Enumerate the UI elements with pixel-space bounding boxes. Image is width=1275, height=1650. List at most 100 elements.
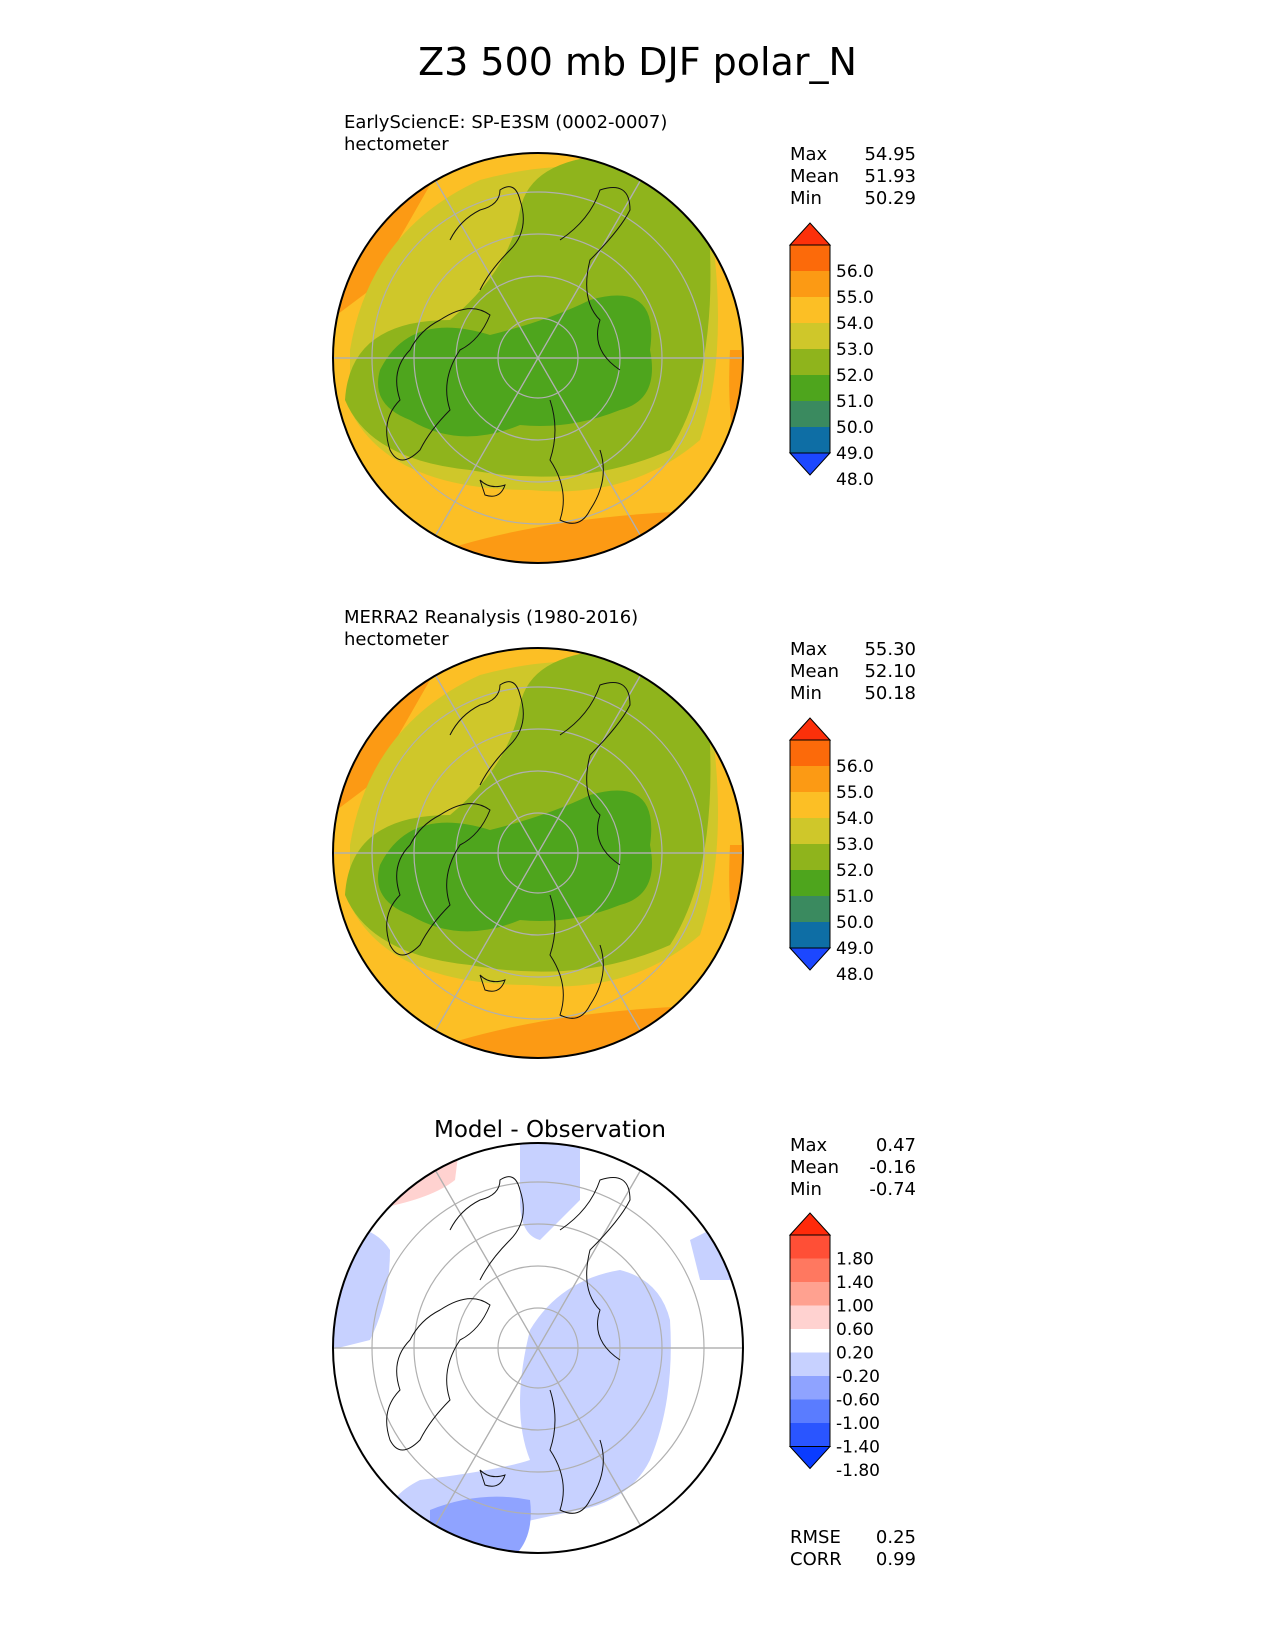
- colorbar-tick-label-6: 51.0: [836, 392, 874, 412]
- coastlines: [386, 1176, 631, 1514]
- colorbar-segment-7: [790, 401, 830, 427]
- coast-siberia: [559, 1177, 631, 1361]
- colorbar-tick-label-4: 53.0: [836, 835, 874, 855]
- panel3-rmse-value: 0.25: [875, 1527, 916, 1548]
- panel3-corr-label: CORR: [790, 1549, 842, 1570]
- colorbar-tick-label-3: 1.00: [836, 1297, 874, 1317]
- coast-greenland: [386, 1298, 491, 1451]
- map-boundary: [332, 152, 744, 564]
- colorbar-tick-label-5: 52.0: [836, 861, 874, 881]
- colorbar-extend-top: [788, 717, 832, 741]
- colorbar-extend-top: [788, 1212, 832, 1236]
- colorbar-segment-7: [790, 1376, 830, 1400]
- colorbar-frame: [789, 1234, 831, 1447]
- colorbar-tick-label-2: 1.40: [836, 1273, 874, 1293]
- colorbar-segment-5: [790, 1329, 830, 1353]
- field-band-neg-core: [388, 1270, 671, 1535]
- colorbar-tick-label-7: 50.0: [836, 913, 874, 933]
- colorbar-tick-label-5: 52.0: [836, 366, 874, 386]
- coast-siberia: [559, 682, 631, 866]
- colorbar-tick-label-2: 55.0: [836, 288, 874, 308]
- colorbar-segment-1: [790, 1235, 830, 1259]
- colorbar-tick-label-8: 49.0: [836, 939, 874, 959]
- coast-north-america-arctic: [449, 1176, 524, 1281]
- panel2-title: MERRA2 Reanalysis (1980-2016): [344, 607, 639, 628]
- colorbar-segment-4: [790, 1305, 830, 1329]
- colorbar-tick-label-7: 50.0: [836, 418, 874, 438]
- coast-greenland: [386, 308, 491, 461]
- colorbar-segment-5: [790, 349, 830, 375]
- panel3-mean-label: Mean: [790, 1157, 840, 1178]
- panel3-title: Model - Observation: [433, 1117, 667, 1143]
- meridian-6: [434, 675, 642, 1031]
- colorbar-tick-label-7: -0.60: [836, 1391, 880, 1411]
- panel1-mean-value: 51.93: [864, 166, 916, 187]
- coast-siberia: [559, 187, 631, 371]
- panel1-min-label: Min: [790, 188, 822, 209]
- colorbar-tick-label-3: 54.0: [836, 314, 874, 334]
- colorbar-tick-label-9: 48.0: [836, 965, 874, 985]
- colorbar-tick-label-1: 1.80: [836, 1250, 874, 1270]
- colorbar-frame: [789, 739, 831, 949]
- panel3-rmse-label: RMSE: [790, 1527, 841, 1548]
- colorbar-segment-3: [790, 297, 830, 323]
- field-band-neg-n: [520, 1143, 580, 1240]
- field-band-54-e: [729, 350, 743, 480]
- colorbar-segment-2: [790, 1258, 830, 1282]
- panel3-map: [332, 1142, 744, 1554]
- map-boundary: [332, 647, 744, 1059]
- panel3-max-value: 0.47: [875, 1135, 916, 1156]
- graticule: [333, 180, 743, 536]
- colorbar-segment-1: [790, 740, 830, 766]
- panel3-min-label: Min: [790, 1179, 822, 1200]
- panel3-mean-value: -0.16: [869, 1157, 916, 1178]
- panel1-colorbar: 56.0 55.0 54.0 53.0 52.0 51.0 50.0 49.0 48.0: [788, 222, 874, 490]
- coast-greenland: [386, 803, 491, 956]
- colorbar-segment-6: [790, 870, 830, 896]
- coast-scandinavia: [549, 399, 604, 524]
- panel1-units: hectometer: [344, 134, 449, 155]
- colorbar-tick-label-10: -1.80: [836, 1461, 880, 1481]
- colorbar-tick-label-9: 48.0: [836, 470, 874, 490]
- colorbar-extend-bottom: [788, 947, 832, 971]
- meridian-6: [434, 1170, 642, 1526]
- panel3-colorbar: 1.80 1.40 1.00 0.60 0.20 -0.20 -0.60 -1.00 -1.40…: [788, 1212, 880, 1481]
- colorbar-segment-2: [790, 766, 830, 792]
- colorbar-tick-label-8: -1.00: [836, 1414, 880, 1434]
- panel2-min-value: 50.18: [864, 683, 916, 704]
- colorbar-tick-label-1: 56.0: [836, 757, 874, 777]
- colorbar-extend-bottom: [788, 452, 832, 476]
- field-band-54-e: [729, 845, 743, 975]
- field-band-50: [378, 790, 652, 932]
- colorbar-extend-bottom: [788, 1446, 832, 1470]
- panel1-map: [332, 152, 744, 564]
- colorbar-segment-6: [790, 1352, 830, 1376]
- coastlines: [386, 681, 631, 1019]
- panel1-max-value: 54.95: [864, 144, 916, 165]
- panel3-max-label: Max: [790, 1135, 828, 1156]
- colorbar-tick-label-4: 0.60: [836, 1320, 874, 1340]
- colorbar-tick-label-3: 54.0: [836, 809, 874, 829]
- panel2-units: hectometer: [344, 629, 449, 650]
- coast-scandinavia: [549, 894, 604, 1019]
- coast-north-america-arctic: [449, 681, 524, 786]
- colorbar-tick-label-6: 51.0: [836, 887, 874, 907]
- colorbar-segment-3: [790, 792, 830, 818]
- colorbar-tick-label-9: -1.40: [836, 1438, 880, 1458]
- colorbar-segment-6: [790, 375, 830, 401]
- colorbar-segment-7: [790, 896, 830, 922]
- colorbar-tick-label-6: -0.20: [836, 1367, 880, 1387]
- panel3-min-value: -0.74: [869, 1179, 916, 1200]
- colorbar-segment-5: [790, 844, 830, 870]
- panel1-max-label: Max: [790, 144, 828, 165]
- coast-scandinavia: [549, 1389, 604, 1514]
- colorbar-segment-3: [790, 1282, 830, 1306]
- coast-iceland: [479, 479, 506, 497]
- panel3-corr-value: 0.99: [875, 1549, 916, 1570]
- coast-north-america-arctic: [449, 186, 524, 291]
- colorbar-tick-label-5: 0.20: [836, 1344, 874, 1364]
- colorbar-tick-label-4: 53.0: [836, 340, 874, 360]
- panel2-min-label: Min: [790, 683, 822, 704]
- colorbar-segment-8: [790, 922, 830, 948]
- panel2-mean-label: Mean: [790, 661, 840, 682]
